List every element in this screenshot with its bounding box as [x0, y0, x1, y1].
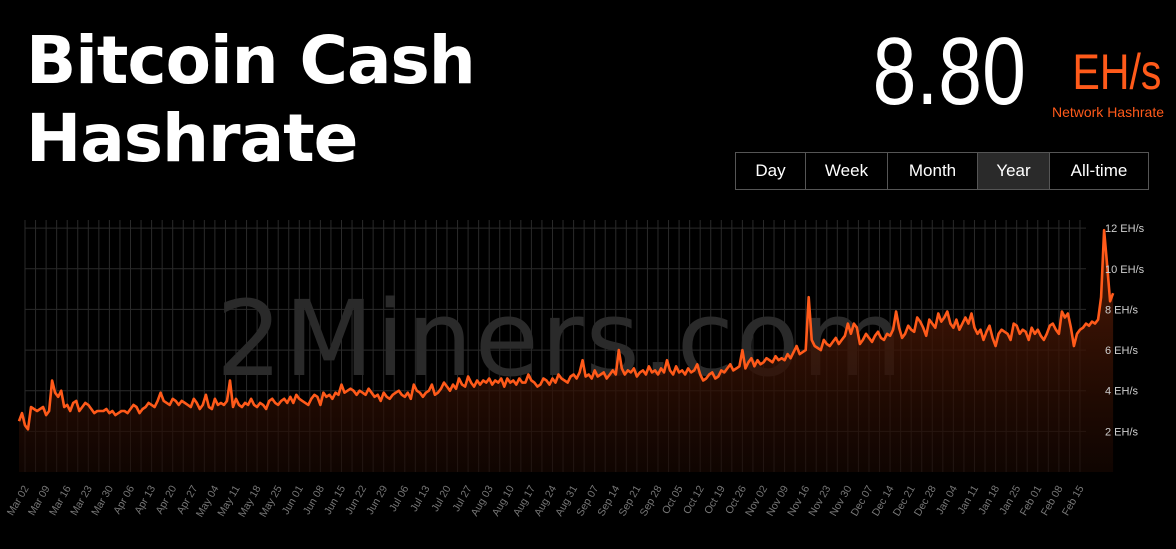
page-title-line-1: Bitcoin Cash — [26, 22, 476, 99]
y-axis: 2 EH/s 4 EH/s 6 EH/s 8 EH/s 10 EH/s 12 EH/s — [1105, 223, 1145, 438]
x-tick-label: Jan 04 — [934, 483, 960, 516]
hashrate-value: 8.80 — [872, 18, 1026, 125]
chart-area-layer — [17, 228, 1115, 472]
hashrate-unit: EH/s — [1072, 44, 1161, 100]
y-tick-label: 10 EH/s — [1105, 264, 1145, 276]
y-tick-label: 4 EH/s — [1105, 386, 1139, 398]
x-tick-label: Mar 30 — [89, 483, 116, 517]
page-title-line-2: Hashrate — [26, 100, 358, 177]
range-all-time-button[interactable]: All-time — [1050, 153, 1148, 189]
hashrate-chart: 2 EH/s 4 EH/s 6 EH/s 8 EH/s 10 EH/s 12 EH/s M… — [5, 220, 1145, 519]
x-tick-label: Jun 29 — [364, 483, 390, 516]
range-day-button[interactable]: Day — [736, 153, 806, 189]
range-month-button[interactable]: Month — [888, 153, 978, 189]
x-tick-label: Jul 20 — [429, 483, 453, 513]
y-tick-label: 12 EH/s — [1105, 223, 1145, 235]
y-tick-label: 2 EH/s — [1105, 426, 1139, 438]
hashrate-area — [19, 230, 1114, 472]
x-tick-label: Jul 13 — [408, 483, 432, 513]
time-range-selector: Day Week Month Year All-time — [735, 152, 1149, 190]
range-week-button[interactable]: Week — [806, 153, 888, 189]
x-tick-label: Jul 06 — [387, 483, 411, 513]
y-tick-label: 6 EH/s — [1105, 345, 1139, 357]
hashrate-line — [17, 228, 1115, 431]
hashrate-caption: Network Hashrate — [1051, 104, 1164, 120]
y-tick-label: 8 EH/s — [1105, 304, 1139, 316]
page-title: Bitcoin Cash Hashrate — [26, 22, 476, 178]
range-year-button[interactable]: Year — [978, 153, 1050, 189]
x-tick-label: Feb 15 — [1060, 483, 1087, 517]
